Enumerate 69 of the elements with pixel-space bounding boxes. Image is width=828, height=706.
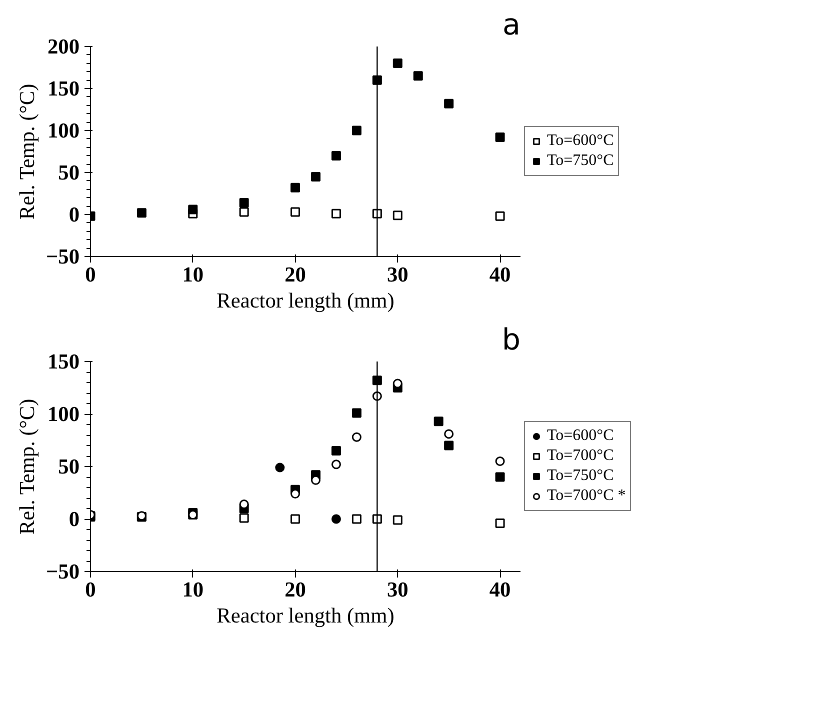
chart-title: b [502,322,521,356]
point [331,460,341,470]
x-tick-label: 30 [386,578,408,602]
y-tick-label: 150 [48,76,80,100]
y-tick-label: −50 [46,560,80,584]
point [310,475,320,485]
legend-label: To=700°C [547,447,614,465]
y-tick-label: 200 [48,34,80,58]
legend-label: To=750°C [547,152,614,170]
point [188,510,198,520]
y-tick-label: 50 [58,454,80,478]
x-axis-title: Reactor length (mm) [216,604,394,628]
y-tick-label: 100 [48,118,80,142]
y-axis-title: Rel. Temp. (°C) [15,398,40,535]
x-tick-label: 10 [182,578,204,602]
point [352,408,362,418]
point [352,126,362,136]
y-tick-label: 100 [48,402,80,426]
point [495,456,505,466]
point [331,446,341,456]
point [331,150,341,160]
point [392,515,402,525]
point [495,518,505,528]
point [444,429,454,439]
x-tick-label: 40 [489,578,511,602]
point [239,198,249,208]
point [495,132,505,142]
point [290,182,300,192]
x-axis-title: Reactor length (mm) [216,288,394,312]
y-tick-label: 150 [48,350,80,374]
point [239,207,249,217]
x-tick-label: 20 [284,262,306,286]
point [434,416,444,426]
legend-label: To=750°C [547,467,614,485]
point [239,513,249,523]
point [331,514,341,524]
point [495,211,505,221]
x-tick-label: 20 [284,578,306,602]
point [352,432,362,442]
y-tick-label: 50 [58,160,80,184]
point [275,462,285,472]
y-tick-label: 0 [68,202,80,226]
legend-label: To=600°C [547,427,614,445]
point [392,58,402,68]
chart-title: a [502,8,521,42]
x-tick-label: 40 [489,262,511,286]
point [188,204,198,214]
point [290,207,300,217]
point [290,514,300,524]
y-axis-title: Rel. Temp. (°C) [15,84,40,220]
point [331,208,341,218]
x-tick-label: 10 [182,262,204,286]
x-tick-label: 0 [85,262,96,286]
point [352,514,362,524]
point [136,208,146,218]
x-tick-label: 0 [85,578,96,602]
point [290,489,300,499]
y-tick-label: −50 [46,244,80,268]
point [392,378,402,388]
y-tick-label: 0 [68,507,80,531]
point [310,172,320,182]
legend-label: To=700°C * [547,487,626,505]
point [444,440,454,450]
legend-label: To=600°C [547,132,614,150]
point [392,210,402,220]
point [413,71,423,81]
point [495,472,505,482]
x-tick-label: 30 [386,262,408,286]
point [444,98,454,108]
